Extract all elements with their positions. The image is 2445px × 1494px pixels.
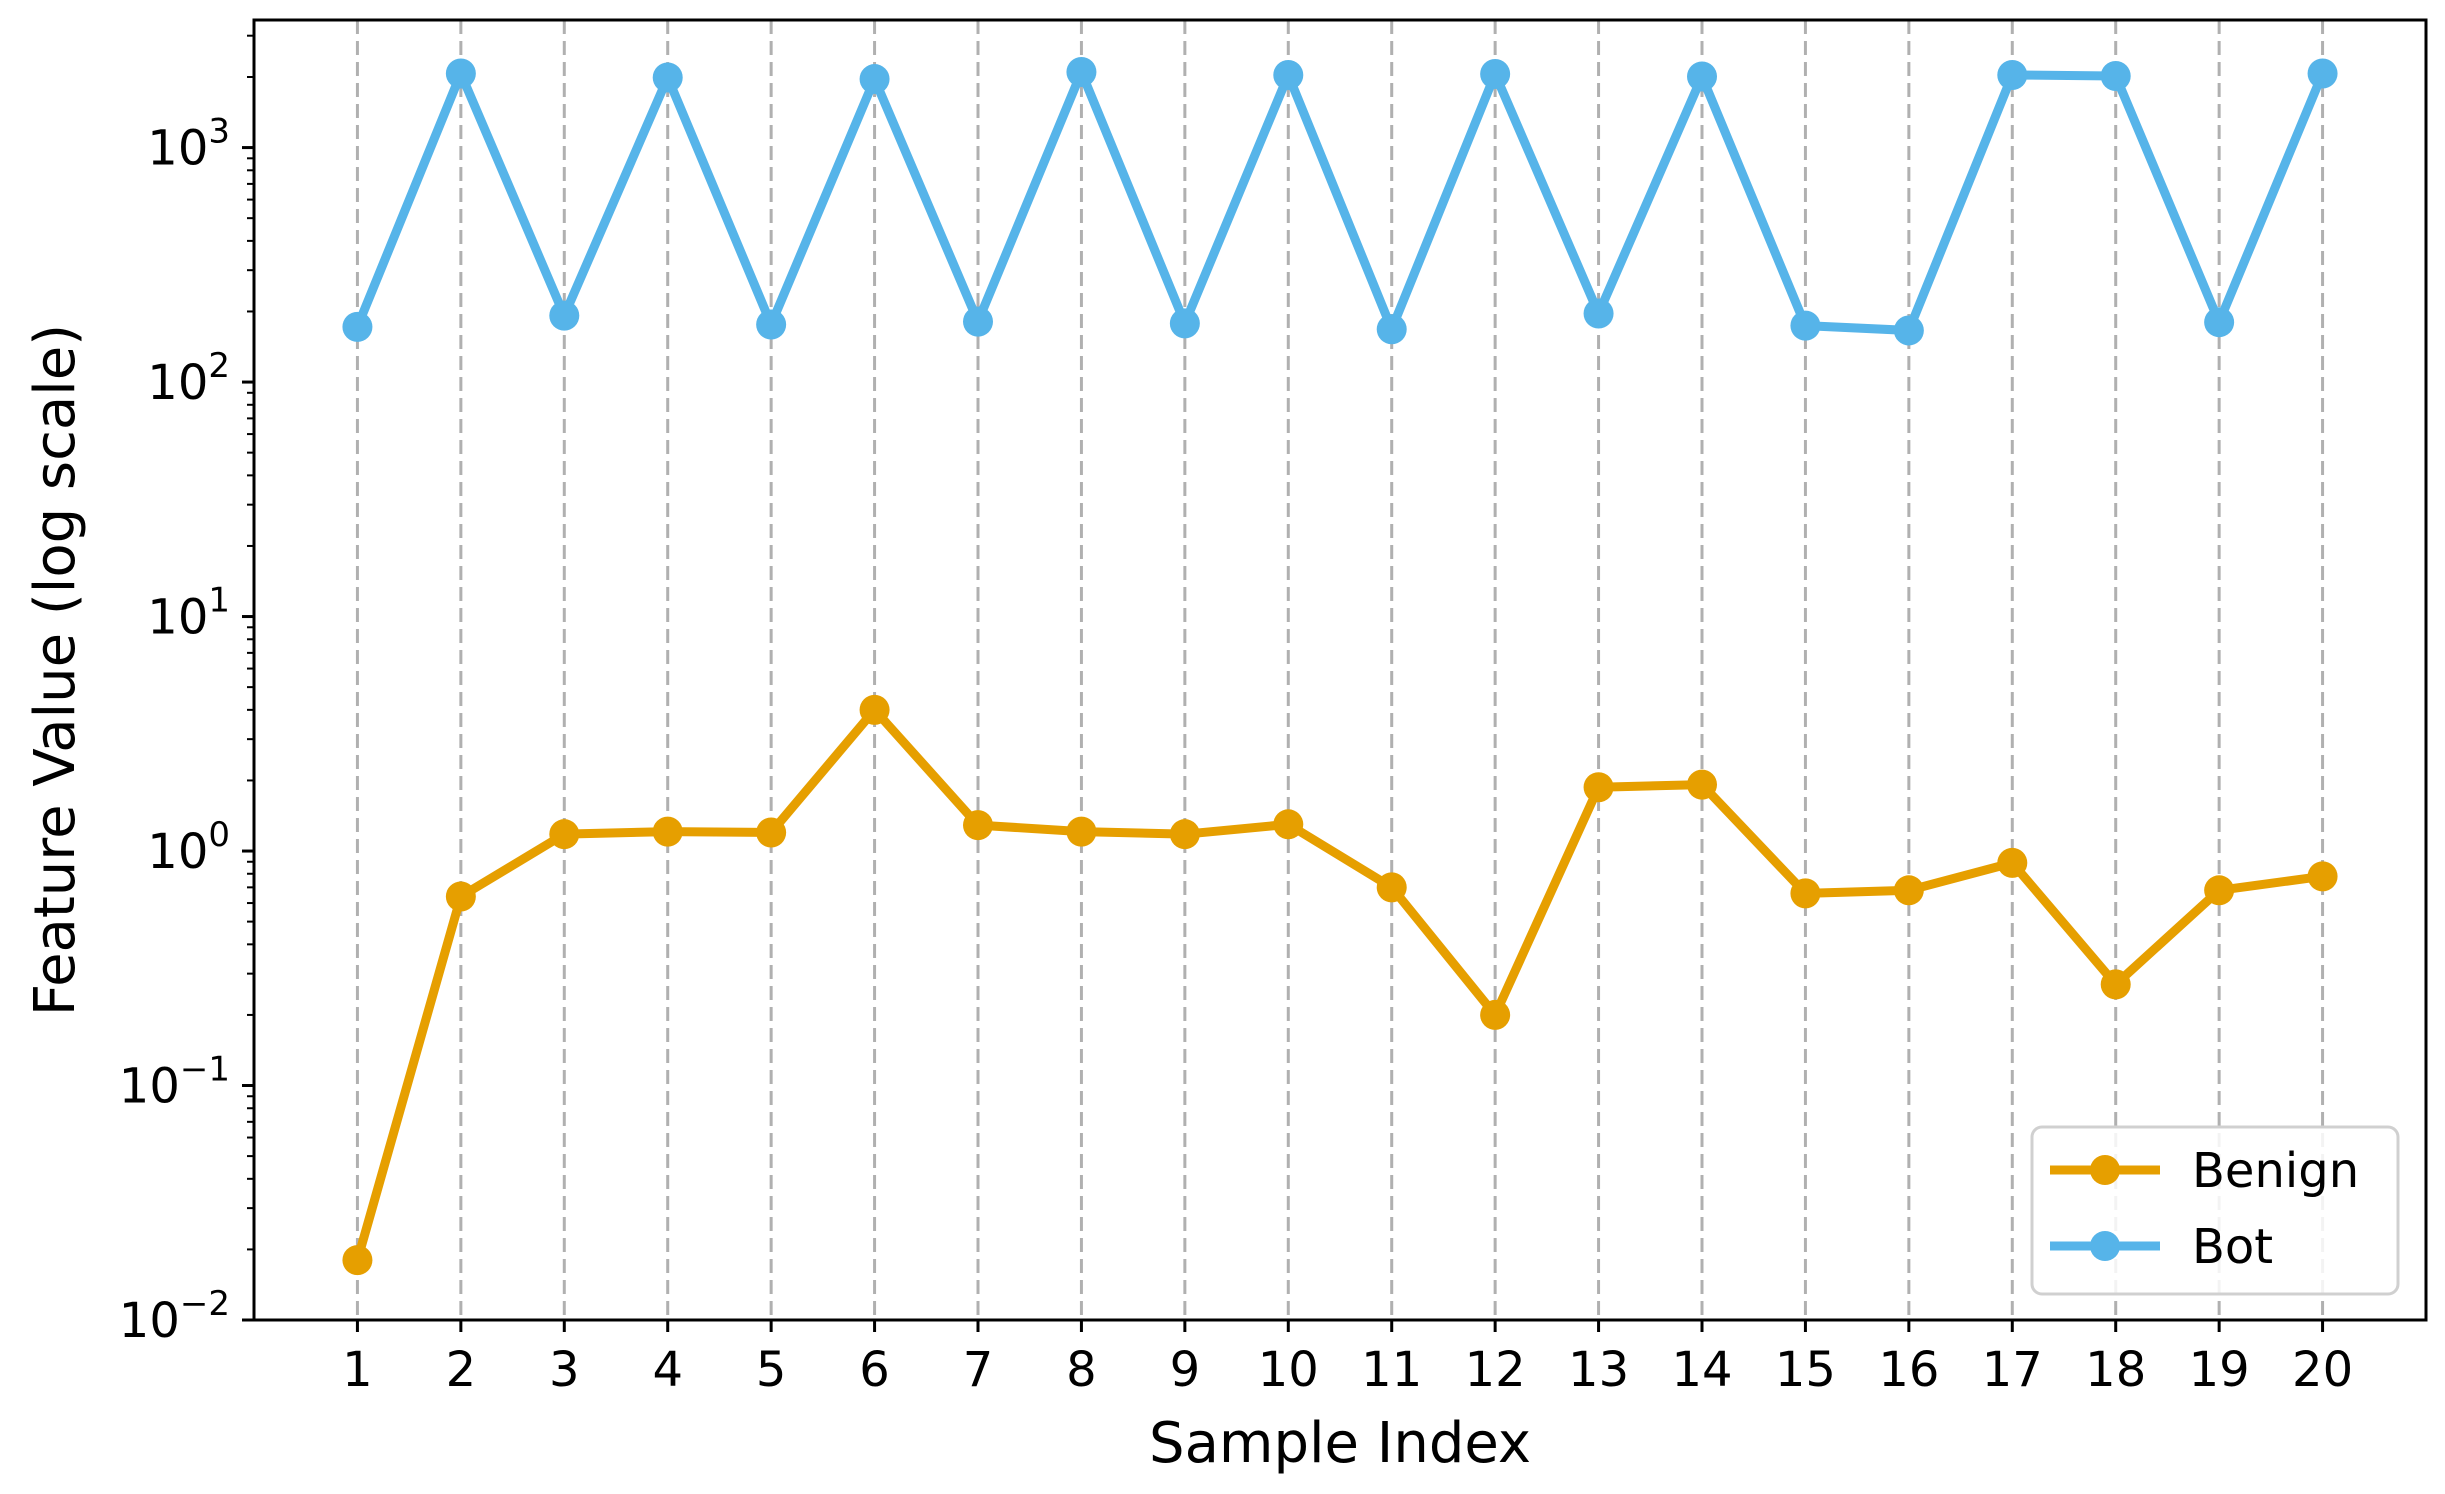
series-line-bot bbox=[352, 67, 2328, 335]
data-point-bot bbox=[1687, 61, 1717, 92]
x-tick-label: 18 bbox=[2085, 1342, 2146, 1398]
y-tick-label: 102 bbox=[147, 346, 230, 411]
legend-marker-bot bbox=[2090, 1231, 2120, 1261]
x-tick-label: 11 bbox=[1361, 1342, 1422, 1398]
data-point-benign bbox=[445, 881, 476, 912]
y-axis-ticks: 10−2 10−1 100 101 102 103 bbox=[119, 34, 254, 1349]
series-benign bbox=[342, 694, 2338, 1276]
data-point-bot bbox=[1376, 314, 1407, 345]
data-point-bot bbox=[652, 62, 683, 93]
data-point-bot bbox=[1893, 315, 1924, 346]
y-tick-label: 103 bbox=[147, 112, 230, 177]
data-point-bot bbox=[2307, 58, 2338, 89]
data-point-bot bbox=[756, 309, 787, 340]
data-point-bot bbox=[342, 311, 373, 342]
data-point-bot bbox=[1273, 59, 1304, 90]
series-line-benign bbox=[352, 705, 2328, 1265]
data-point-benign bbox=[1480, 999, 1511, 1030]
data-point-bot bbox=[1790, 310, 1821, 341]
x-tick-label: 1 bbox=[342, 1342, 373, 1398]
data-point-bot bbox=[2100, 60, 2131, 91]
data-point-bot bbox=[963, 306, 993, 337]
data-point-bot bbox=[445, 58, 476, 89]
data-point-bot bbox=[1997, 59, 2028, 90]
x-tick-label: 6 bbox=[859, 1342, 890, 1398]
data-point-benign bbox=[1273, 809, 1304, 840]
x-axis-ticks: 1 2 3 4 5 6 7 8 9 10 11 12 13 14 15 16 17 18 19 20 bbox=[342, 1320, 2353, 1398]
data-point-benign bbox=[1169, 819, 1200, 850]
data-point-benign bbox=[1997, 847, 2028, 878]
legend-label-benign: Benign bbox=[2192, 1143, 2359, 1199]
x-tick-label: 8 bbox=[1066, 1342, 1097, 1398]
x-axis-label: Sample Index bbox=[1149, 1411, 1531, 1476]
data-point-bot bbox=[549, 300, 580, 331]
data-point-benign bbox=[1893, 875, 1924, 906]
x-tick-label: 12 bbox=[1465, 1342, 1526, 1398]
data-point-bot bbox=[1480, 58, 1511, 89]
data-point-benign bbox=[342, 1245, 373, 1276]
data-point-benign bbox=[549, 819, 580, 850]
x-tick-label: 13 bbox=[1568, 1342, 1629, 1398]
data-point-benign bbox=[1376, 872, 1407, 903]
data-point-bot bbox=[859, 64, 890, 95]
legend: Benign Bot bbox=[2030, 1125, 2400, 1296]
grid-lines bbox=[355, 20, 2325, 1320]
data-point-bot bbox=[1583, 298, 1614, 329]
x-tick-label: 4 bbox=[652, 1342, 683, 1398]
y-tick-label: 101 bbox=[147, 581, 230, 646]
data-point-benign bbox=[859, 694, 890, 725]
data-point-bot bbox=[1066, 57, 1097, 88]
x-tick-label: 14 bbox=[1671, 1342, 1732, 1398]
x-tick-label: 7 bbox=[963, 1342, 994, 1398]
series-layer bbox=[342, 57, 2338, 1276]
data-point-benign bbox=[1066, 816, 1097, 847]
plot-frame bbox=[252, 18, 2428, 1322]
x-tick-label: 17 bbox=[1982, 1342, 2043, 1398]
x-tick-label: 10 bbox=[1258, 1342, 1319, 1398]
data-point-benign bbox=[2100, 969, 2131, 1000]
data-point-bot bbox=[1169, 308, 1200, 339]
x-tick-label: 16 bbox=[1878, 1342, 1939, 1398]
series-bot bbox=[342, 57, 2338, 346]
data-point-benign bbox=[756, 817, 787, 848]
data-point-bot bbox=[2204, 307, 2235, 338]
y-tick-label: 10−1 bbox=[119, 1050, 230, 1115]
legend-marker-benign bbox=[2090, 1155, 2120, 1185]
data-point-benign bbox=[963, 810, 993, 841]
y-tick-label: 100 bbox=[147, 815, 230, 880]
x-tick-label: 2 bbox=[446, 1342, 477, 1398]
x-tick-label: 19 bbox=[2189, 1342, 2250, 1398]
data-point-benign bbox=[1583, 772, 1614, 803]
data-point-benign bbox=[1687, 769, 1717, 800]
data-point-benign bbox=[1790, 878, 1821, 909]
x-tick-label: 5 bbox=[756, 1342, 787, 1398]
data-point-benign bbox=[2307, 861, 2338, 892]
x-tick-label: 20 bbox=[2292, 1342, 2353, 1398]
x-tick-label: 3 bbox=[549, 1342, 580, 1398]
x-tick-label: 9 bbox=[1170, 1342, 1201, 1398]
x-tick-label: 15 bbox=[1775, 1342, 1836, 1398]
data-point-benign bbox=[652, 816, 683, 847]
y-axis-label: Feature Value (log scale) bbox=[23, 324, 88, 1016]
y-tick-label: 10−2 bbox=[119, 1284, 230, 1349]
data-point-benign bbox=[2204, 875, 2235, 906]
legend-label-bot: Bot bbox=[2192, 1219, 2273, 1275]
